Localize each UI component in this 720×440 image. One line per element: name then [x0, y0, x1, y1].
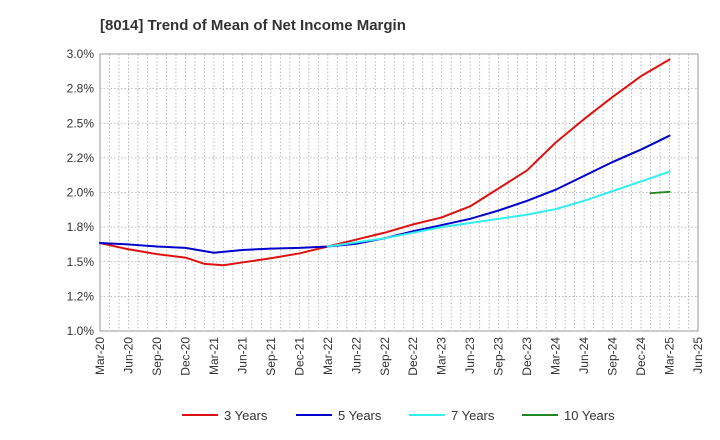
y-tick-label: 2.8% [67, 82, 95, 96]
series-line-3-years [99, 58, 671, 267]
legend-label: 3 Years [224, 408, 268, 423]
x-tick-label: Dec-22 [406, 337, 420, 376]
x-tick-label: Mar-22 [321, 337, 335, 375]
y-tick-label: 2.5% [67, 116, 95, 130]
y-tick-label: 2.0% [67, 186, 95, 200]
x-tick-label: Dec-24 [634, 337, 648, 376]
series-line-10-years [649, 190, 671, 195]
x-tick-label: Dec-23 [520, 337, 534, 376]
x-tick-label: Sep-24 [606, 337, 620, 376]
y-tick-label: 3.0% [67, 47, 95, 61]
x-tick-label: Mar-21 [207, 337, 221, 375]
legend-label: 10 Years [564, 408, 615, 423]
y-tick-label: 1.5% [67, 255, 95, 269]
x-tick-label: Mar-20 [93, 337, 107, 375]
plot-frame [99, 53, 699, 332]
legend-label: 5 Years [338, 408, 382, 423]
series-line-7-years [326, 170, 671, 248]
y-tick-label: 1.2% [67, 289, 95, 303]
legend-label: 7 Years [451, 408, 495, 423]
x-tick-label: Jun-20 [121, 337, 135, 374]
y-axis: 3.0% 2.8% 2.5% 2.2% 2.0% 1.8% 1.5% 1.2% 1.0% [67, 47, 95, 338]
x-tick-label: Jun-23 [463, 337, 477, 374]
y-tick-label: 1.0% [67, 324, 95, 338]
legend: 3 Years 5 Years 7 Years 10 Years [182, 408, 615, 423]
series-lines [99, 58, 671, 267]
x-tick-label: Jun-25 [691, 337, 705, 374]
x-tick-label: Sep-23 [492, 337, 506, 376]
x-tick-label: Jun-22 [349, 337, 363, 374]
x-tick-label: Mar-25 [663, 337, 677, 375]
x-tick-label: Jun-21 [235, 337, 249, 374]
chart-title: [8014] Trend of Mean of Net Income Margi… [100, 17, 406, 34]
x-tick-label: Sep-20 [150, 337, 164, 376]
x-tick-label: Dec-21 [292, 337, 306, 376]
y-tick-label: 1.8% [67, 220, 95, 234]
x-tick-label: Jun-24 [577, 337, 591, 374]
y-tick-label: 2.2% [67, 151, 95, 165]
x-tick-label: Sep-21 [264, 337, 278, 376]
x-tick-label: Mar-24 [549, 337, 563, 375]
x-tick-label: Dec-20 [178, 337, 192, 376]
x-tick-label: Sep-22 [378, 337, 392, 376]
x-axis: Mar-20 Jun-20 Sep-20 Dec-20 Mar-21 Jun-21 Sep-… [93, 337, 705, 376]
grid [100, 54, 698, 331]
x-tick-label: Mar-23 [435, 337, 449, 375]
